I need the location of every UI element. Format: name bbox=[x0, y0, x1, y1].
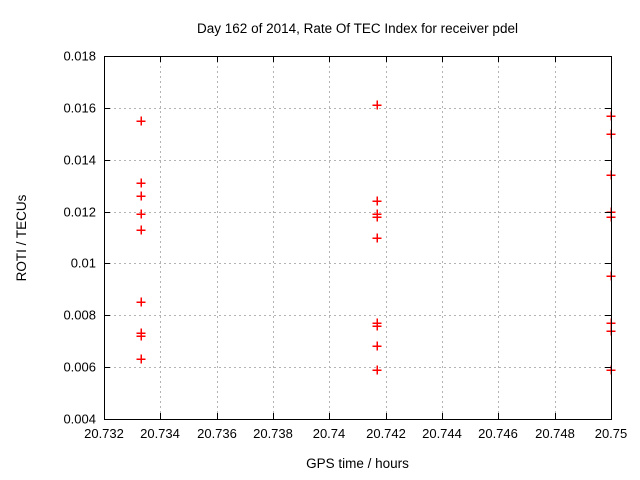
data-point-marker bbox=[372, 196, 382, 206]
x-tick-labels: 20.732 20.734 20.736 20.738 20.74 20.742 20.74… bbox=[84, 426, 627, 441]
data-point-marker bbox=[372, 233, 382, 243]
y-tick-label: 0.018 bbox=[63, 49, 96, 64]
y-tick-labels: 0.004 0.006 0.008 0.01 0.012 0.014 0.016 0.018 bbox=[63, 49, 96, 427]
plot-border bbox=[104, 56, 612, 420]
x-tick-label: 20.742 bbox=[366, 426, 406, 441]
y-tick-label: 0.008 bbox=[63, 308, 96, 323]
x-tick-label: 20.748 bbox=[535, 426, 575, 441]
data-point-marker bbox=[372, 341, 382, 351]
y-tick-label: 0.016 bbox=[63, 101, 96, 116]
data-point-marker bbox=[372, 321, 382, 331]
x-tick-label: 20.732 bbox=[84, 426, 124, 441]
x-tick-label: 20.734 bbox=[140, 426, 180, 441]
x-tick-label: 20.738 bbox=[253, 426, 293, 441]
data-point-marker bbox=[136, 331, 146, 341]
x-tick-label: 20.736 bbox=[197, 426, 237, 441]
data-point-marker bbox=[372, 100, 382, 110]
y-tick-label: 0.012 bbox=[63, 205, 96, 220]
data-point-marker bbox=[136, 225, 146, 235]
x-tick-label: 20.744 bbox=[422, 426, 462, 441]
data-point-marker bbox=[136, 116, 146, 126]
data-point-marker bbox=[136, 354, 146, 364]
data-point-marker bbox=[136, 297, 146, 307]
data-point-marker bbox=[372, 365, 382, 375]
grid-lines bbox=[104, 56, 611, 419]
x-axis-title: GPS time / hours bbox=[306, 456, 409, 471]
data-points bbox=[136, 100, 616, 375]
y-tick-label: 0.004 bbox=[63, 412, 96, 427]
y-tick-label: 0.01 bbox=[71, 256, 96, 271]
data-point-marker bbox=[372, 212, 382, 222]
data-point-marker bbox=[136, 191, 146, 201]
x-tick-label: 20.74 bbox=[313, 426, 346, 441]
chart-title: Day 162 of 2014, Rate Of TEC Index for r… bbox=[197, 21, 518, 36]
data-point-marker bbox=[136, 178, 146, 188]
x-tick-label: 20.746 bbox=[478, 426, 518, 441]
y-tick-label: 0.014 bbox=[63, 153, 96, 168]
data-point-marker bbox=[136, 209, 146, 219]
axis-frame bbox=[104, 56, 612, 420]
x-tick-label: 20.75 bbox=[595, 426, 628, 441]
y-tick-label: 0.006 bbox=[63, 360, 96, 375]
